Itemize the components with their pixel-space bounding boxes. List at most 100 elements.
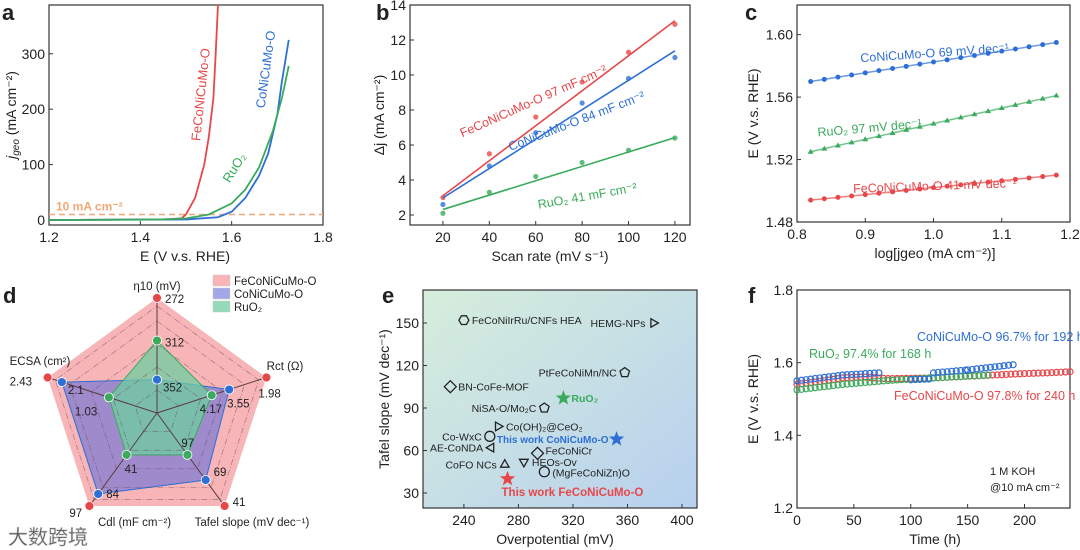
radar-value-label: 1.98 [258,388,280,400]
tafel-point-fe [971,180,977,186]
stability-point-co [852,370,860,378]
tafel-point-co [1040,42,1046,48]
radar-axis [156,412,225,507]
tafel-point-co [1053,39,1059,45]
panel-a-xlabel: E (V v.s. RHE) [140,248,230,264]
data-point-fe [533,114,539,120]
radar-grid-ring [134,389,180,432]
fit-line-co [442,50,676,199]
tafel-point-ru [889,130,896,136]
panel-b-xlabel: Scan rate (mV s⁻¹) [491,248,608,264]
tafel-point-fe [931,185,936,191]
stability-point-fe [1043,369,1051,377]
stability-point-co [995,362,1004,370]
stability-point-fe [1007,370,1015,378]
x-tick-label: 200 [1013,512,1037,528]
y-tick-label: 60 [403,442,419,458]
radar-point-ru [206,390,217,401]
stability-point-ru [879,377,888,385]
tafel-point-fe [1012,176,1018,182]
stability-point-ru [929,374,938,382]
watermark: 大数跨境 [8,526,88,549]
x-tick-label: 40 [482,229,498,245]
radar-value-label: 69 [214,467,227,479]
y-tick-label: 300 [22,46,46,62]
scatter-label: PtFeCoNiMn/NC [539,368,618,380]
tafel-point-ru [957,114,964,120]
data-point-fe [625,49,632,55]
data-point-co [440,201,446,208]
scatter-label: HEMG-NPs [591,318,646,330]
stability-point-ru [852,379,860,387]
tafel-label-fe: FeCoNiCuMo-O 41 mV dec⁻¹ [853,176,1017,196]
stability-point-co [825,373,833,381]
panel-e-xlabel: Overpotential (mV) [496,531,613,547]
radar-value-label: 3.55 [227,399,249,411]
x-tick-label: 0.9 [856,226,876,242]
panel-letter-b: b [376,0,389,25]
stability-point-co [829,372,838,380]
stability-point-fe [1011,370,1020,378]
stability-point-ru [898,376,906,384]
scatter-label: This work FeCoNiCuMo-O [502,487,644,499]
stability-point-co [982,364,990,372]
y-tick-label: 1.2 [774,500,794,516]
x-tick-label: 80 [574,229,590,245]
stability-point-fe [1048,369,1056,377]
x-tick-label: 1.6 [222,229,242,245]
star-marker [608,431,625,446]
tafel-point-fe [999,178,1005,184]
stability-point-fe [989,371,997,379]
tafel-point-co [821,76,827,82]
y-tick-label: 14 [390,0,406,13]
y-tick-label: 12 [390,32,406,48]
stability-point-fe [998,371,1006,379]
stability-point-ru [934,374,942,382]
scatter-label: This work CoNiCuMo-O [497,435,609,446]
stability-point-ru [825,382,833,390]
stability-point-ru [966,372,974,380]
stability-point-co [861,370,869,378]
stability-point-ru [807,384,815,392]
tafel-point-co [903,63,909,69]
stability-point-ru [938,373,947,382]
stability-point-fe [1029,369,1038,377]
x-tick-label: 1.4 [131,229,151,245]
stability-point-fe [993,371,1001,379]
scatter-label: NiSA-O/Mo₂C [472,403,537,415]
stability-point-ru [970,372,979,380]
data-point-co [672,54,678,61]
star-marker [499,470,516,486]
tafel-point-ru [834,142,841,148]
y-tick-label: 6 [398,137,406,153]
stability-point-co [820,373,828,381]
stability-point-co [797,376,806,384]
scatter-label: FeCoNiCr [546,445,593,457]
tafel-point-co [944,57,950,63]
triangle-up-marker [499,458,511,468]
stability-point-co [834,372,842,380]
stability-point-ru [866,378,874,386]
fit-line-fe [442,20,676,197]
tafel-point-fe [985,179,991,185]
circle-marker [538,466,550,478]
x-tick-label: 0.8 [787,226,807,242]
tafel-point-ru [930,120,937,126]
y-tick-label: 1.56 [766,89,793,105]
stability-point-co [986,363,994,371]
stability-point-fe [1052,368,1060,377]
radar-point-fe [152,293,162,303]
x-tick-label: 120 [663,229,687,245]
tafel-point-ru [903,126,910,132]
panel-f-ylabel: E (V v.s. RHE) [745,354,761,444]
stability-point-ru [816,383,824,391]
y-tick-label: 8 [398,102,406,118]
radar-area-ru [108,339,213,456]
panel-a-plot-frame [48,4,324,226]
legend-label: RuO₂ [234,302,262,314]
y-tick-label: 2 [398,207,406,223]
stability-point-co [870,369,878,377]
data-point-fe [579,79,585,85]
